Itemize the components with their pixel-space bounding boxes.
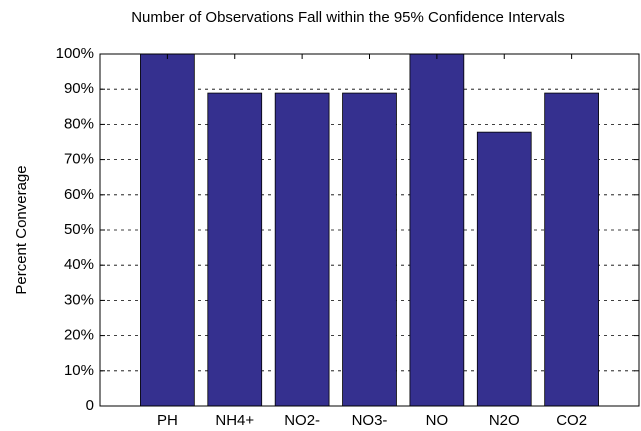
y-tick-label: 50% <box>64 221 94 238</box>
y-tick-label: 20% <box>64 327 94 344</box>
y-tick-label: 30% <box>64 291 94 308</box>
x-tick-label: CO2 <box>556 412 587 429</box>
y-tick-label: 10% <box>64 362 94 379</box>
bar <box>544 92 599 407</box>
x-tick-label: NH4+ <box>215 412 254 429</box>
x-tick-label: PH <box>157 412 178 429</box>
y-axis-label: Percent Converage <box>13 165 30 294</box>
x-tick-label: NO2- <box>284 412 320 429</box>
x-tick-label: NO3- <box>352 412 388 429</box>
bar <box>274 92 330 407</box>
y-tick-label: 60% <box>64 186 94 203</box>
x-tick-label: N2O <box>489 412 520 429</box>
y-tick-label: 100% <box>56 45 94 62</box>
bar <box>476 131 532 407</box>
bar <box>342 92 397 407</box>
bar <box>207 92 263 407</box>
y-tick-label: 80% <box>64 115 94 132</box>
y-tick-label: 0 <box>86 397 94 414</box>
plot-frame <box>99 53 640 407</box>
chart-title: Number of Observations Fall within the 9… <box>131 9 565 26</box>
y-tick-label: 90% <box>64 80 94 97</box>
bar <box>409 53 465 407</box>
x-tick-label: NO <box>426 412 449 429</box>
bar <box>140 53 195 407</box>
y-tick-label: 70% <box>64 151 94 168</box>
y-tick-label: 40% <box>64 256 94 273</box>
